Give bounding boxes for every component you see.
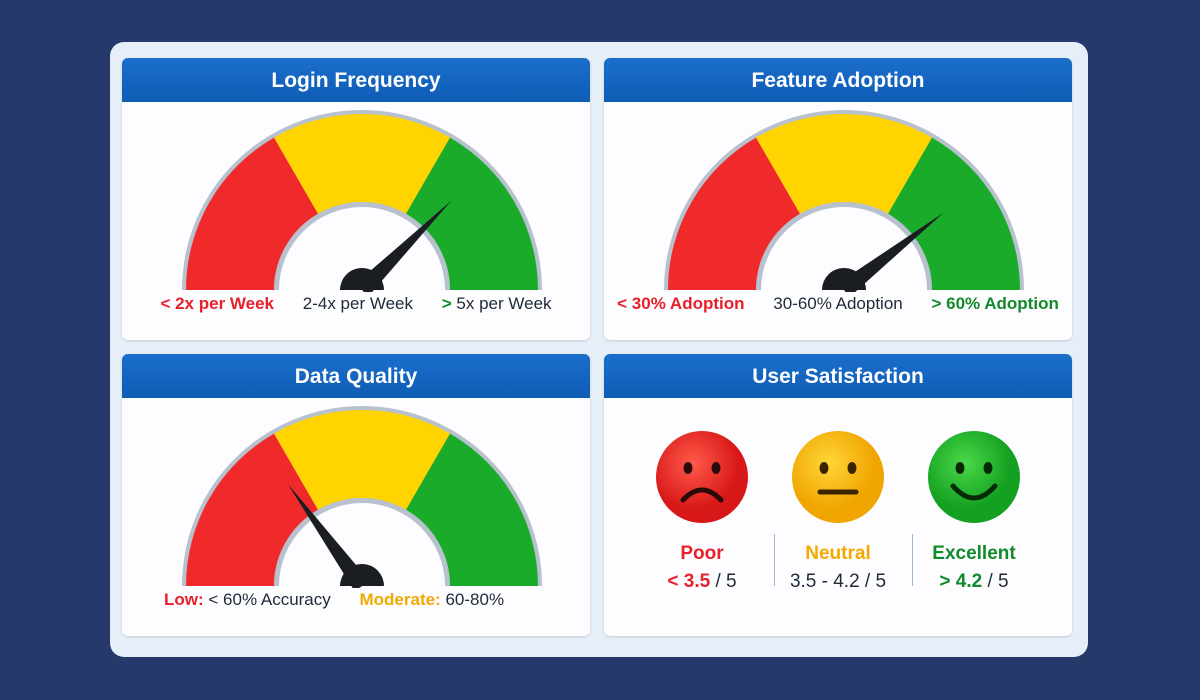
gauge-legend: < 2x per Week 2-4x per Week > 5x per Wee… xyxy=(122,294,590,314)
sad-face-icon xyxy=(656,431,748,523)
feature-adoption-gauge xyxy=(664,110,1024,292)
rating-range: 3.5 - 4.2 / 5 xyxy=(789,571,887,592)
gauge-needle xyxy=(355,200,452,292)
panel-title: Feature Adoption xyxy=(604,58,1072,102)
neutral-face-icon xyxy=(792,431,884,523)
gauge-green-zone xyxy=(406,137,538,290)
legend-high: > 60% Adoption xyxy=(931,294,1059,313)
gauge-needle-hub xyxy=(822,268,866,290)
legend-moderate: Moderate: 60-80% xyxy=(359,590,505,609)
panel-title: User Satisfaction xyxy=(604,354,1072,398)
rating-range: < 3.5 / 5 xyxy=(667,571,737,592)
gauge-red-zone xyxy=(186,137,318,290)
legend-high: > 5x per Week xyxy=(441,294,552,313)
legend-low: < 30% Adoption xyxy=(617,294,745,313)
gauge-legend: Low: < 60% Accuracy Moderate: 60-80% xyxy=(122,590,590,610)
rating-excellent: Excellent > 4.2 / 5 xyxy=(909,430,1039,593)
login-frequency-gauge xyxy=(182,110,542,292)
gauge-green-zone xyxy=(888,137,1020,290)
legend-mid: 30-60% Adoption xyxy=(773,294,903,313)
data-quality-panel: Data Quality Low: < 60% Accuracy Moderat… xyxy=(122,354,590,636)
panel-title: Data Quality xyxy=(122,354,590,398)
dashboard-board: Login Frequency < 2x per Week 2-4x per W… xyxy=(110,42,1088,657)
gauge-yellow-zone xyxy=(274,113,450,214)
legend-low: Low: < 60% Accuracy xyxy=(164,590,331,609)
gauge-needle xyxy=(838,212,944,292)
gauge-green-zone xyxy=(406,433,538,586)
legend-low: < 2x per Week xyxy=(160,294,275,313)
panel-title: Login Frequency xyxy=(122,58,590,102)
divider xyxy=(774,534,775,586)
rating-poor: Poor < 3.5 / 5 xyxy=(637,430,767,593)
gauge-yellow-zone xyxy=(756,113,932,214)
user-satisfaction-panel: User Satisfaction Poor < 3.5 / 5 Neutral… xyxy=(604,354,1072,636)
gauge-center xyxy=(761,207,927,290)
gauge-needle-hub xyxy=(340,564,384,586)
feature-adoption-panel: Feature Adoption < 30% Adoption 30-60% A… xyxy=(604,58,1072,340)
rating-range: > 4.2 / 5 xyxy=(939,571,1009,592)
happy-face-icon xyxy=(928,431,1020,523)
data-quality-gauge xyxy=(182,406,542,588)
gauge-center xyxy=(279,207,445,290)
login-frequency-panel: Login Frequency < 2x per Week 2-4x per W… xyxy=(122,58,590,340)
gauge-red-zone xyxy=(186,433,318,586)
gauge-needle-hub xyxy=(340,268,384,290)
gauge-legend: < 30% Adoption 30-60% Adoption > 60% Ado… xyxy=(604,294,1072,314)
gauge-red-zone xyxy=(668,137,800,290)
rating-neutral: Neutral 3.5 - 4.2 / 5 xyxy=(773,430,903,593)
gauge-needle xyxy=(287,484,370,588)
divider xyxy=(912,534,913,586)
legend-mid: 2-4x per Week xyxy=(302,294,413,313)
gauge-yellow-zone xyxy=(274,410,450,510)
